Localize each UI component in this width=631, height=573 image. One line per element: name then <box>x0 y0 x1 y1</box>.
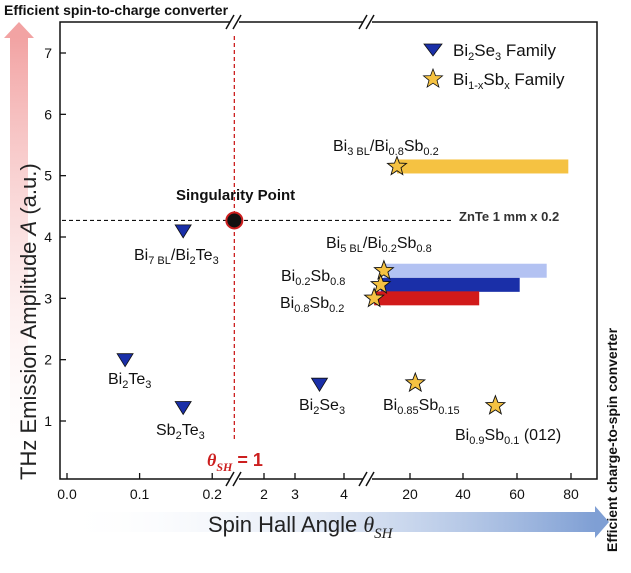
star-marker <box>404 371 427 393</box>
triangle-marker <box>116 353 134 368</box>
singularity-label: Singularity Point <box>176 187 295 204</box>
legend-label-bisb: Bi1-xSbx Family <box>453 70 565 92</box>
y-tick-label: 7 <box>44 45 52 61</box>
x-tick-label: 80 <box>563 486 579 502</box>
axis-break-right <box>358 14 375 487</box>
x-gradient-arrow <box>60 506 609 538</box>
marker-layer <box>116 155 507 416</box>
label-bi7bl-bi2te3: Bi7 BL/Bi2Te3 <box>134 247 219 267</box>
plot-frame <box>59 21 598 480</box>
triangle-marker <box>174 401 192 416</box>
x-axis-title: Spin Hall Angle θSH <box>208 512 394 542</box>
x-tick-label: 3 <box>291 486 299 502</box>
label-bi5bl-bi02sb08: Bi5 BL/Bi0.2Sb0.8 <box>326 235 432 255</box>
x-tick-label: 4 <box>340 486 348 502</box>
label-bi3bl-bi08sb02: Bi3 BL/Bi0.8Sb0.2 <box>333 138 439 158</box>
range-bar <box>383 263 547 278</box>
x-tick-label: 0.1 <box>130 486 150 502</box>
x-tick-label: 0.0 <box>57 486 77 502</box>
theta-line-label: θSH = 1 <box>207 450 263 474</box>
range-bar <box>380 277 520 292</box>
reference-line-label: ZnTe 1 mm x 0.2 <box>459 209 559 224</box>
bar-layer <box>374 159 569 306</box>
singularity-point <box>225 211 244 230</box>
x-tick-label: 2 <box>260 486 268 502</box>
legend: Bi2Se3 Family Bi1-xSbx Family <box>422 41 565 92</box>
y-tick-label: 3 <box>44 290 52 306</box>
y-axis-title: THz Emission Amplitude A (a.u.) <box>16 163 41 480</box>
star-marker <box>369 273 392 294</box>
legend-triangle-icon <box>423 43 443 57</box>
triangle-marker <box>310 377 329 392</box>
y-tick-label: 4 <box>44 229 52 245</box>
label-bi02sb08: Bi0.2Sb0.8 <box>281 268 345 288</box>
legend-star-icon <box>422 67 444 89</box>
range-bar <box>396 159 569 174</box>
star-marker <box>386 155 408 176</box>
y-gradient-arrow <box>4 22 34 498</box>
x-tick-label: 20 <box>402 486 418 502</box>
legend-label-bi2se3: Bi2Se3 Family <box>453 41 556 63</box>
y-tick-label: 2 <box>44 352 52 368</box>
y-tick-label: 1 <box>44 413 52 429</box>
y-tick-label: 6 <box>44 106 52 122</box>
label-bi2se3: Bi2Se3 <box>299 397 345 417</box>
star-marker <box>363 287 385 308</box>
triangle-marker <box>174 224 192 239</box>
label-bi09sb01-012: Bi0.9Sb0.1 (012) <box>455 427 561 447</box>
chart-title-spin-to-charge: Efficient spin-to-charge converter <box>4 2 229 18</box>
label-bi08sb02: Bi0.8Sb0.2 <box>280 295 344 315</box>
tick-layer: 1 2 3 4 5 6 7 0.0 0.1 0.2 2 3 4 20 40 60 80 <box>44 45 579 502</box>
annotation-lines <box>62 36 452 440</box>
x-tick-label: 0.2 <box>202 486 222 502</box>
axis-break-left <box>225 14 242 487</box>
label-bi085sb015: Bi0.85Sb0.15 <box>383 397 460 417</box>
range-bar <box>374 291 480 306</box>
star-marker <box>484 394 507 415</box>
label-sb2te3: Sb2Te3 <box>156 422 205 442</box>
x-tick-label: 60 <box>509 486 525 502</box>
x-tick-label: 40 <box>455 486 471 502</box>
y-tick-label: 5 <box>44 168 52 184</box>
label-bi2te3: Bi2Te3 <box>108 371 151 391</box>
star-marker <box>373 259 395 280</box>
